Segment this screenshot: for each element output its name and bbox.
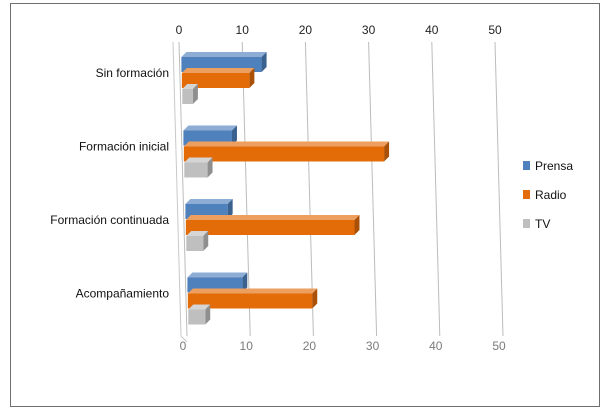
category-label: Formación continuada: [50, 213, 169, 227]
legend-label: Prensa: [535, 159, 573, 173]
bar-radio: [187, 288, 318, 309]
bar-radio: [185, 215, 360, 235]
legend: Prensa Radio TV: [523, 159, 573, 231]
tick-label-40: 40: [425, 23, 439, 37]
gridline: [431, 41, 441, 337]
gridline: [178, 41, 188, 337]
bar-tv: [188, 304, 211, 325]
category-label: Acompañamiento: [76, 287, 170, 301]
tick-label-50: 50: [488, 23, 502, 37]
legend-swatch-prensa: [523, 161, 530, 170]
tick-label-10: 10: [236, 23, 250, 37]
bar-chart: 0 0 10 10 20 20 30 30 40 40 50 50 Sin formación Form…: [50, 23, 573, 353]
category-label: Formación inicial: [79, 140, 169, 154]
legend-swatch-tv: [523, 219, 530, 228]
bar-tv: [182, 84, 198, 104]
grid-layer: [172, 41, 504, 343]
gridline: [368, 41, 378, 337]
tick-label-faint: 10: [240, 339, 254, 353]
tick-labels: 0 0 10 10 20 20 30 30 40 40 50 50: [176, 23, 506, 353]
tick-label-20: 20: [299, 23, 313, 37]
legend-label: TV: [535, 217, 550, 231]
category-label: Sin formación: [96, 66, 169, 80]
tick-label-0: 0: [176, 23, 183, 37]
tick-label-faint: 40: [429, 339, 443, 353]
bar-tv: [184, 157, 213, 178]
tick-label-30: 30: [362, 23, 376, 37]
bar-radio: [183, 141, 390, 162]
axis-wall: [172, 41, 188, 343]
legend-swatch-radio: [523, 190, 530, 199]
tick-label-faint: 0: [180, 339, 187, 353]
bar-radio: [181, 68, 255, 88]
gridline: [241, 41, 251, 337]
tick-label-faint: 20: [303, 339, 317, 353]
chart-frame: 0 0 10 10 20 20 30 30 40 40 50 50 Sin formación Form…: [10, 3, 600, 407]
gridline: [494, 41, 504, 337]
tick-label-faint: 30: [366, 339, 380, 353]
legend-label: Radio: [535, 188, 567, 202]
bar-tv: [186, 231, 209, 251]
bars-layer: [181, 52, 390, 325]
gridline: [304, 41, 314, 337]
category-labels: Sin formación Formación inicial Formación …: [50, 66, 169, 301]
tick-label-faint: 50: [492, 339, 506, 353]
